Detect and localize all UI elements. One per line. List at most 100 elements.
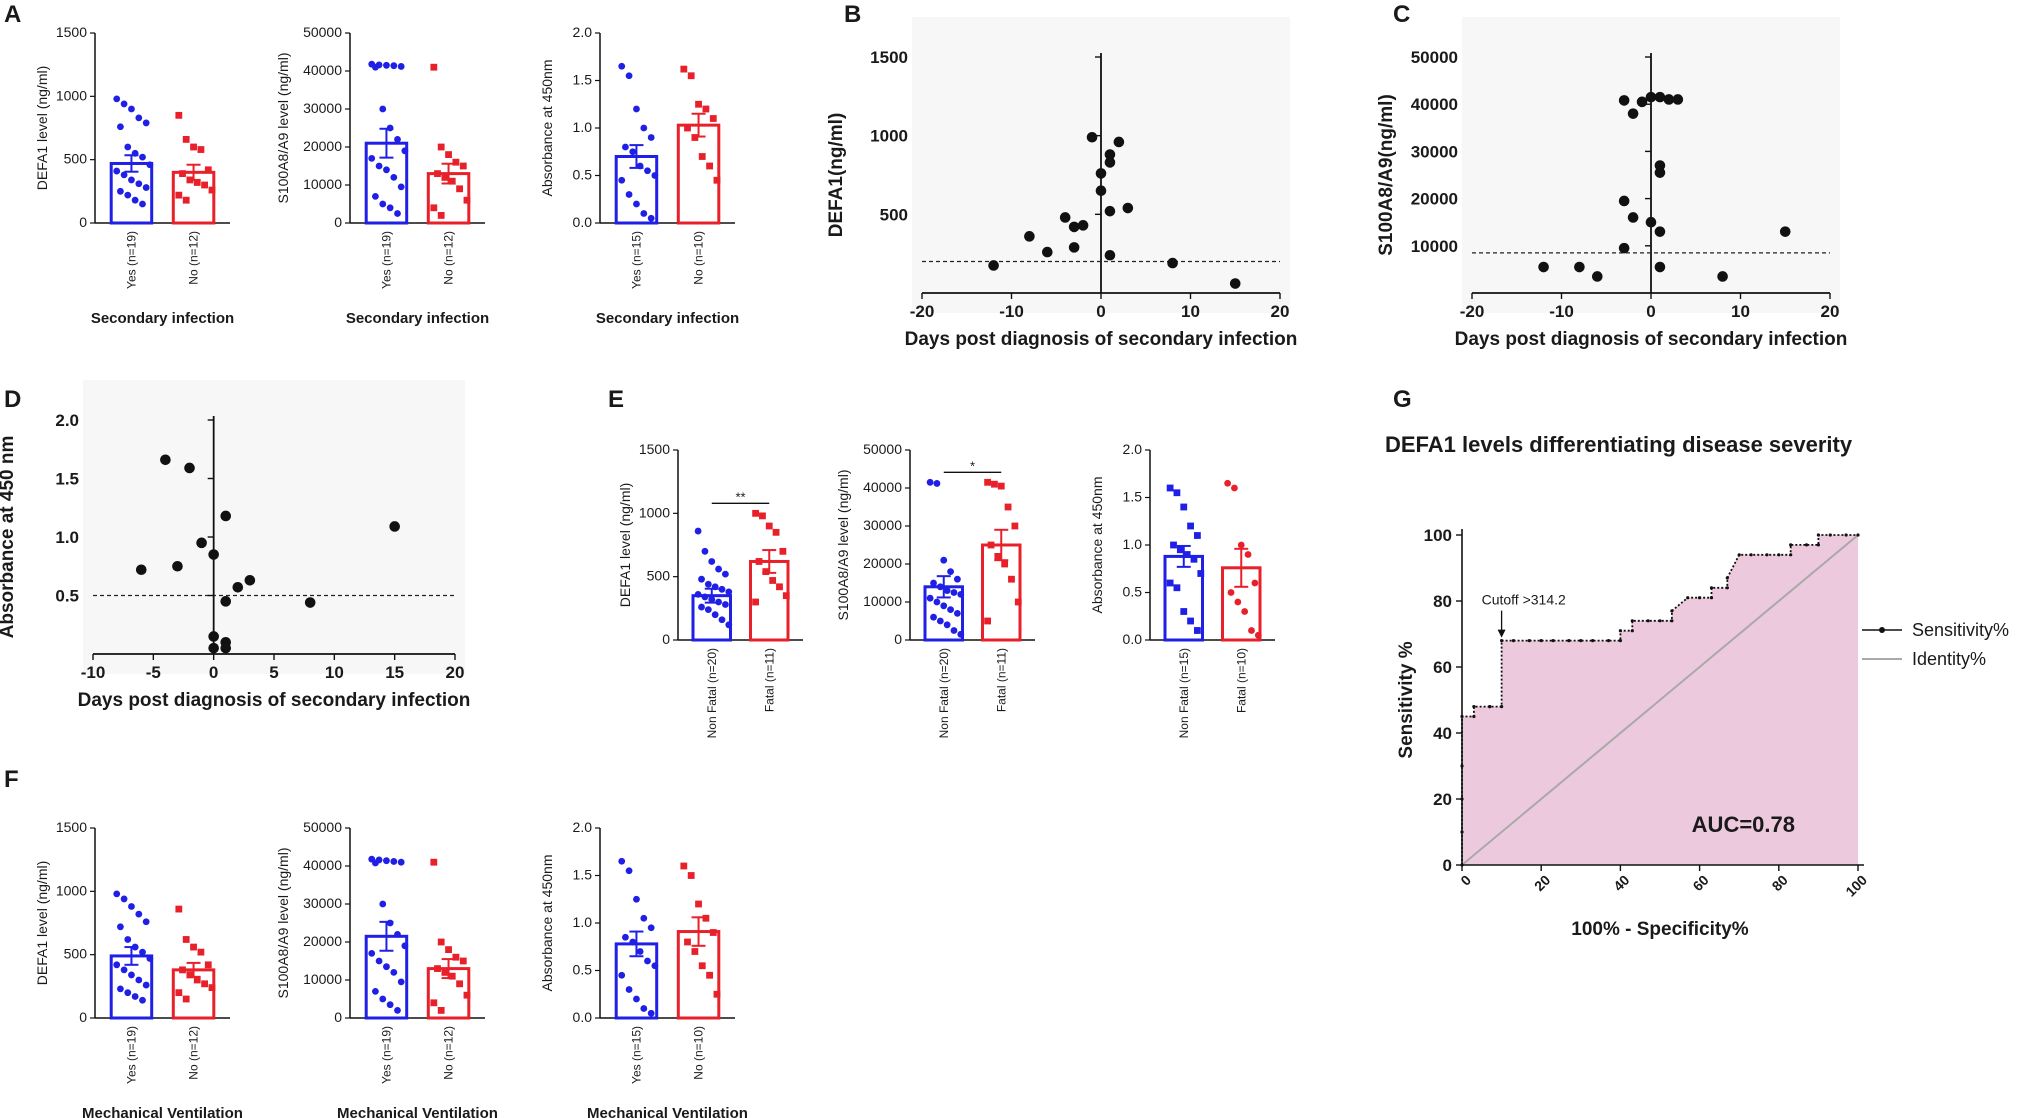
category-label: Fatal (n=11) [762, 648, 776, 712]
x-tick-label: 0 [1646, 302, 1655, 321]
y-tick-label: 100 [1424, 526, 1452, 545]
y-tick-label: 1000 [870, 127, 908, 146]
data-point [197, 146, 205, 153]
data-point [379, 200, 387, 208]
data-point [401, 942, 409, 950]
data-point [383, 61, 390, 69]
roc-point [1551, 639, 1555, 643]
data-point [765, 522, 773, 530]
data-point [142, 918, 150, 926]
data-point [208, 631, 219, 642]
data-point [687, 872, 695, 879]
data-point [1024, 231, 1035, 242]
data-point [947, 568, 954, 575]
chart-g-roc: 0 20 40 60 80 100 0 20 40 60 80 100 DEFA1 levels dif… [1385, 432, 2009, 940]
category-label: Yes (n=15) [629, 1026, 643, 1084]
data-point [1654, 261, 1666, 273]
data-point [146, 161, 154, 169]
data-point [625, 867, 633, 875]
y-tick-label: 1.0 [573, 914, 593, 930]
x-tick-label: 0 [209, 663, 218, 682]
x-axis-label: Secondary infection [91, 310, 234, 327]
roc-point [1686, 596, 1690, 600]
roc-point [1765, 553, 1769, 557]
y-axis-label: S100A8/A9 level (ng/ml) [275, 53, 291, 204]
significance-label: ** [735, 489, 745, 504]
data-point [394, 931, 401, 938]
data-point [232, 582, 244, 593]
data-point [179, 170, 186, 177]
data-point [1231, 484, 1238, 492]
data-point [208, 186, 216, 194]
category-label: Yes (n=19) [124, 1026, 138, 1084]
data-point [1234, 598, 1242, 606]
data-point [204, 166, 212, 174]
data-point [383, 857, 390, 865]
data-point [445, 946, 452, 953]
y-tick-label: 1500 [870, 48, 908, 67]
y-tick-label: 0 [662, 631, 670, 647]
data-point [184, 462, 195, 474]
x-tick-label: 20 [446, 663, 465, 682]
data-point [625, 191, 633, 198]
y-axis-label: DEFA1 level (ng/ml) [617, 483, 633, 607]
data-point [379, 900, 387, 908]
data-point [698, 575, 705, 583]
data-point [372, 63, 379, 71]
y-tick-label: 2.0 [1123, 441, 1143, 457]
data-point [383, 166, 390, 174]
data-point [694, 527, 702, 535]
y-tick-label: 40000 [303, 62, 342, 78]
data-point [1104, 157, 1116, 168]
data-point [220, 642, 232, 654]
data-point [397, 978, 405, 986]
y-tick-label: 1.0 [1123, 536, 1143, 552]
chart-a2: 0 10000 20000 30000 40000 50000 S100A8/A9 leve… [275, 24, 489, 327]
significance-label: * [970, 458, 975, 473]
legend-label-identity: Identity% [1912, 649, 1986, 669]
data-point [625, 72, 633, 80]
data-point [1248, 627, 1255, 634]
chart-d: -10 -5 0 5 10 15 20 0.5 1.0 1.5 2.0 Days post diagn… [0, 380, 470, 711]
roc-point [1709, 586, 1714, 590]
y-tick-label: 0.5 [1123, 584, 1143, 600]
data-point [1190, 555, 1198, 563]
data-point [430, 858, 438, 866]
data-point [640, 914, 648, 922]
chart-e3: 0.0 0.5 1.0 1.5 2.0 Absorbance at 450nm Non Fa… [1089, 441, 1275, 738]
x-tick-label: 10 [1181, 302, 1200, 321]
data-point [197, 948, 205, 956]
data-point [680, 65, 688, 73]
roc-point [1488, 705, 1492, 709]
data-point [394, 210, 401, 217]
data-point [1173, 489, 1181, 497]
data-point [926, 594, 934, 602]
y-tick-label: 10000 [303, 176, 342, 192]
data-point [172, 560, 183, 572]
y-tick-label: 30000 [863, 517, 902, 533]
data-point [1618, 95, 1630, 106]
data-point [463, 196, 471, 204]
data-point [175, 989, 183, 997]
data-point [120, 100, 128, 108]
data-point [182, 136, 190, 143]
data-point [957, 630, 965, 638]
y-tick-label: 50000 [303, 24, 342, 40]
roc-point [1500, 639, 1504, 643]
data-point [1042, 246, 1053, 258]
data-point [244, 574, 256, 586]
data-point [708, 558, 716, 565]
y-tick-label: 1.5 [1123, 489, 1143, 505]
roc-point [1539, 639, 1543, 643]
data-point [680, 862, 688, 870]
cutoff-arrowhead [1497, 629, 1506, 638]
data-point [725, 621, 733, 629]
data-point [434, 965, 441, 972]
data-point [930, 579, 937, 587]
y-axis-label: Absorbance at 450nm [539, 60, 555, 197]
x-tick-label: -10 [81, 663, 106, 682]
panel-label-c: C [1393, 1, 1410, 28]
data-point [1001, 560, 1009, 568]
data-point [695, 900, 702, 908]
data-point [220, 510, 232, 522]
